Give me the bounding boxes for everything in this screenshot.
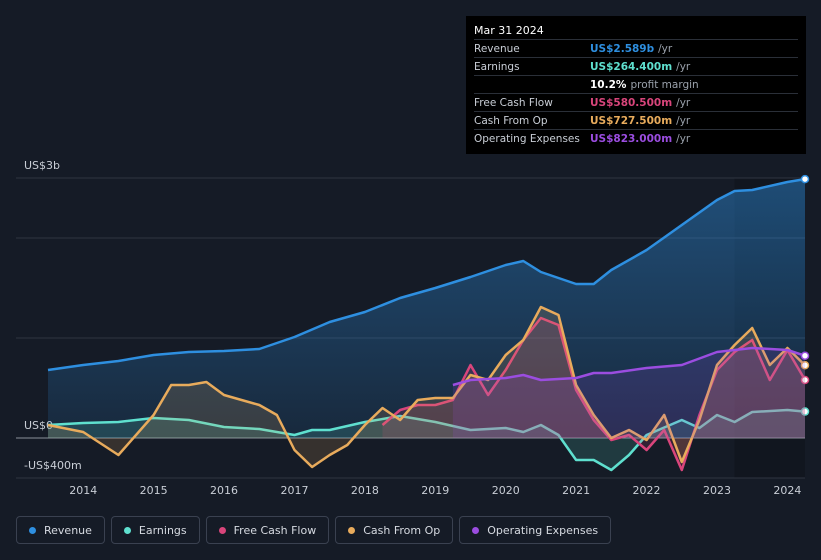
- y-tick-label: -US$400m: [24, 459, 82, 472]
- tooltip-row: Earnings US$264.400m/yr: [474, 57, 798, 75]
- tooltip-unit: profit margin: [630, 78, 699, 91]
- x-tick-label: 2019: [421, 484, 449, 497]
- tooltip-label: Revenue: [474, 42, 520, 55]
- tooltip-row: 10.2% profit margin: [474, 75, 798, 93]
- end-dot: [800, 174, 810, 184]
- tooltip-unit: /yr: [658, 42, 673, 55]
- series-area: [48, 307, 805, 467]
- tooltip-row: Revenue US$2.589b/yr: [474, 39, 798, 57]
- legend-item[interactable]: Earnings: [110, 516, 200, 544]
- legend-label: Cash From Op: [363, 523, 441, 537]
- end-dot: [800, 407, 810, 416]
- legend-dot: [472, 526, 480, 534]
- x-tick-label: 2020: [492, 484, 520, 497]
- legend-label: Operating Expenses: [487, 523, 599, 537]
- legend-dot: [348, 526, 356, 534]
- x-tick-label: 2024: [773, 484, 801, 497]
- tooltip-unit: /yr: [676, 132, 691, 145]
- tooltip-row: Operating Expenses US$823.000m/yr: [474, 129, 798, 147]
- x-tick-label: 2018: [351, 484, 379, 497]
- tooltip-value: US$727.500m: [590, 114, 673, 127]
- end-dot: [800, 375, 810, 385]
- y-tick-label: US$0: [24, 419, 53, 432]
- x-tick-label: 2017: [280, 484, 308, 497]
- tooltip-unit: /yr: [676, 60, 691, 73]
- legend-item[interactable]: Cash From Op: [335, 516, 454, 544]
- tooltip-unit: /yr: [676, 96, 691, 109]
- legend-dot: [29, 526, 36, 534]
- legend-label: Revenue: [44, 523, 92, 537]
- legend-item[interactable]: Free Cash Flow: [205, 516, 330, 544]
- tooltip-row: Free Cash Flow US$580.500m/yr: [474, 93, 798, 111]
- series-line: [47, 408, 806, 472]
- series-line: [381, 316, 807, 472]
- series-area: [48, 410, 805, 470]
- x-tick-label: 2022: [633, 484, 661, 497]
- tooltip-label: Cash From Op: [474, 114, 548, 127]
- x-tick-label: 2023: [703, 484, 731, 497]
- legend: Revenue Earnings Free Cash Flow Cash From O…: [16, 516, 612, 544]
- series-line: [47, 305, 806, 469]
- tooltip-value: US$2.589b: [590, 42, 655, 55]
- legend-label: Free Cash Flow: [233, 523, 317, 537]
- x-tick-label: 2015: [140, 484, 168, 497]
- end-dot: [800, 351, 810, 360]
- tooltip-label: Operating Expenses: [474, 132, 580, 145]
- tooltip-row: Cash From Op US$727.500m/yr: [474, 111, 798, 129]
- tooltip-value: US$264.400m: [590, 60, 673, 73]
- x-tick-label: 2016: [210, 484, 238, 497]
- series-line: [47, 177, 806, 372]
- tooltip: Mar 31 2024 Revenue US$2.589b/yr Earnings U…: [466, 16, 806, 154]
- legend-item[interactable]: Revenue: [16, 516, 105, 544]
- tooltip-value: 10.2%: [590, 78, 627, 91]
- tooltip-value: US$580.500m: [590, 96, 673, 109]
- legend-label: Earnings: [138, 523, 187, 537]
- end-dot: [800, 361, 810, 370]
- tooltip-label: Earnings: [474, 60, 520, 73]
- x-tick-label: 2021: [562, 484, 590, 497]
- legend-item[interactable]: Operating Expenses: [459, 516, 612, 544]
- series-area: [452, 348, 805, 438]
- chart: -US$400m US$0 US$3b 2014 2015 2016 2017 2018 201…: [16, 159, 810, 497]
- legend-dot: [123, 526, 131, 534]
- tooltip-label: Free Cash Flow: [474, 96, 553, 109]
- legend-dot: [218, 526, 226, 534]
- y-tick-label: US$3b: [24, 159, 60, 172]
- tooltip-date: Mar 31 2024: [474, 24, 544, 37]
- series-area: [382, 318, 805, 470]
- tooltip-unit: /yr: [676, 114, 691, 127]
- series-line: [452, 346, 806, 387]
- tooltip-value: US$823.000m: [590, 132, 673, 145]
- x-tick-label: 2014: [69, 484, 97, 497]
